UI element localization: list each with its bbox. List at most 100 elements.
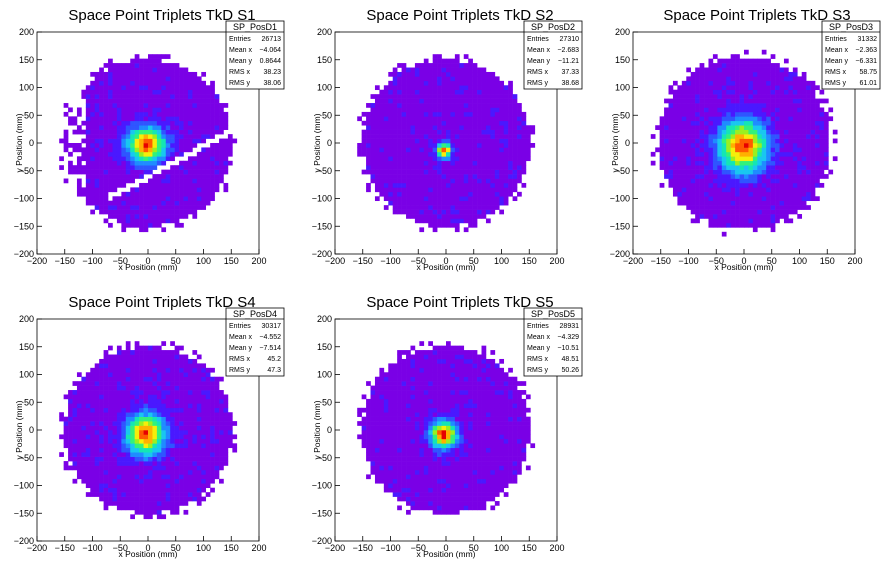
axis-ticks: −200 −150 −100 −50 0 50 100 150 200−200−150−100−… — [312, 27, 565, 266]
heatmap-cell — [116, 505, 122, 511]
heatmap-cell — [94, 487, 100, 493]
heatmap-cell — [441, 125, 447, 130]
heatmap-cell — [210, 425, 215, 431]
heatmap-cell — [94, 474, 100, 480]
heatmap-cell — [779, 165, 785, 170]
heatmap-cell — [730, 147, 736, 153]
heatmap-cell — [459, 147, 465, 153]
heatmap-cell — [174, 222, 180, 228]
heatmap-cell — [739, 89, 745, 95]
heatmap-cell — [757, 214, 763, 219]
heatmap-cell — [366, 103, 371, 108]
heatmap-cell — [672, 191, 678, 197]
heatmap-cell — [219, 174, 224, 179]
heatmap-cell — [81, 138, 87, 144]
heatmap-cell — [370, 438, 376, 444]
heatmap-cell — [76, 381, 82, 386]
heatmap-cell — [148, 376, 153, 382]
heatmap-cell — [481, 120, 487, 126]
heatmap-cell — [721, 209, 727, 215]
heatmap-cell — [130, 492, 135, 497]
heatmap-cell — [454, 174, 460, 179]
heatmap-cell — [370, 390, 376, 395]
heatmap-cell — [90, 403, 96, 409]
heatmap-cell — [152, 71, 158, 77]
heatmap-cell — [797, 178, 803, 184]
heatmap-cell — [748, 147, 754, 153]
heatmap-cell — [112, 447, 118, 453]
heatmap-cell — [103, 372, 109, 378]
heatmap-cell — [410, 178, 416, 184]
heatmap-cell — [112, 169, 118, 175]
heatmap-cell — [406, 169, 411, 175]
heatmap-cell — [708, 218, 714, 224]
heatmap-cell — [441, 196, 447, 202]
heatmap-cell — [744, 209, 749, 215]
heatmap-cell — [134, 151, 140, 157]
heatmap-cell — [459, 214, 465, 219]
heatmap-cell — [432, 80, 438, 86]
heatmap-cell — [103, 98, 109, 104]
stats-box: SP_PosD1 Entries 26713 Mean x −4.064 Mea… — [225, 20, 285, 90]
heatmap-cell — [401, 178, 407, 184]
heatmap-cell — [125, 363, 131, 369]
heatmap-cell — [192, 447, 198, 453]
heatmap-cell — [148, 372, 153, 378]
heatmap-cell — [463, 103, 469, 108]
heatmap-cell — [446, 205, 451, 210]
heatmap-cell — [99, 416, 104, 422]
heatmap-cell — [792, 187, 798, 193]
heatmap-cell — [477, 182, 482, 188]
heatmap-cell — [116, 376, 122, 382]
heatmap-cell — [214, 381, 220, 386]
heatmap-cell — [432, 187, 438, 193]
heatmap-cell — [521, 111, 527, 117]
heatmap-cell — [717, 138, 723, 144]
heatmap-cell — [717, 196, 723, 202]
heatmap-cell — [699, 191, 705, 197]
heatmap-cell — [108, 390, 113, 395]
heatmap-cell — [139, 174, 144, 179]
heatmap-cell — [708, 103, 714, 108]
heatmap-cell — [76, 160, 82, 166]
heatmap-cell — [686, 107, 692, 113]
heatmap-cell — [690, 205, 696, 210]
heatmap-cell — [112, 469, 118, 475]
heatmap-cell — [116, 125, 122, 130]
heatmap-cell — [397, 98, 402, 104]
heatmap-cell — [196, 94, 202, 99]
heatmap-cell — [712, 63, 718, 68]
heatmap-cell — [112, 456, 118, 462]
heatmap-cell — [752, 120, 758, 126]
heatmap-cell — [210, 474, 215, 480]
heatmap-cell — [494, 138, 500, 144]
heatmap-cell — [179, 129, 184, 135]
heatmap-cell — [130, 434, 135, 440]
heatmap-cell — [139, 434, 144, 440]
heatmap-cell — [761, 218, 767, 224]
heatmap-cell — [81, 381, 87, 386]
heatmap-cell — [761, 103, 767, 108]
heatmap-cell — [686, 89, 692, 95]
heatmap-cell — [134, 85, 140, 91]
heatmap-cell — [712, 111, 718, 117]
heatmap-cell — [410, 196, 416, 202]
heatmap-cell — [170, 111, 175, 117]
heatmap-cell — [414, 174, 420, 179]
heatmap-cell — [374, 178, 380, 184]
heatmap-cell — [779, 116, 785, 122]
heatmap-cell — [357, 434, 362, 440]
heatmap-cell — [494, 200, 500, 206]
heatmap-cell — [379, 385, 385, 391]
heatmap-cell — [726, 98, 731, 104]
heatmap-cell — [134, 496, 140, 502]
heatmap-cell — [788, 196, 794, 202]
heatmap-cell — [379, 191, 385, 197]
heatmap-cell — [801, 138, 807, 144]
heatmap-cell — [219, 398, 224, 404]
heatmap-cell — [801, 89, 807, 95]
heatmap-cell — [454, 89, 460, 95]
heatmap-cell — [90, 456, 96, 462]
heatmap-cell — [152, 103, 158, 108]
heatmap-cell — [179, 345, 184, 351]
